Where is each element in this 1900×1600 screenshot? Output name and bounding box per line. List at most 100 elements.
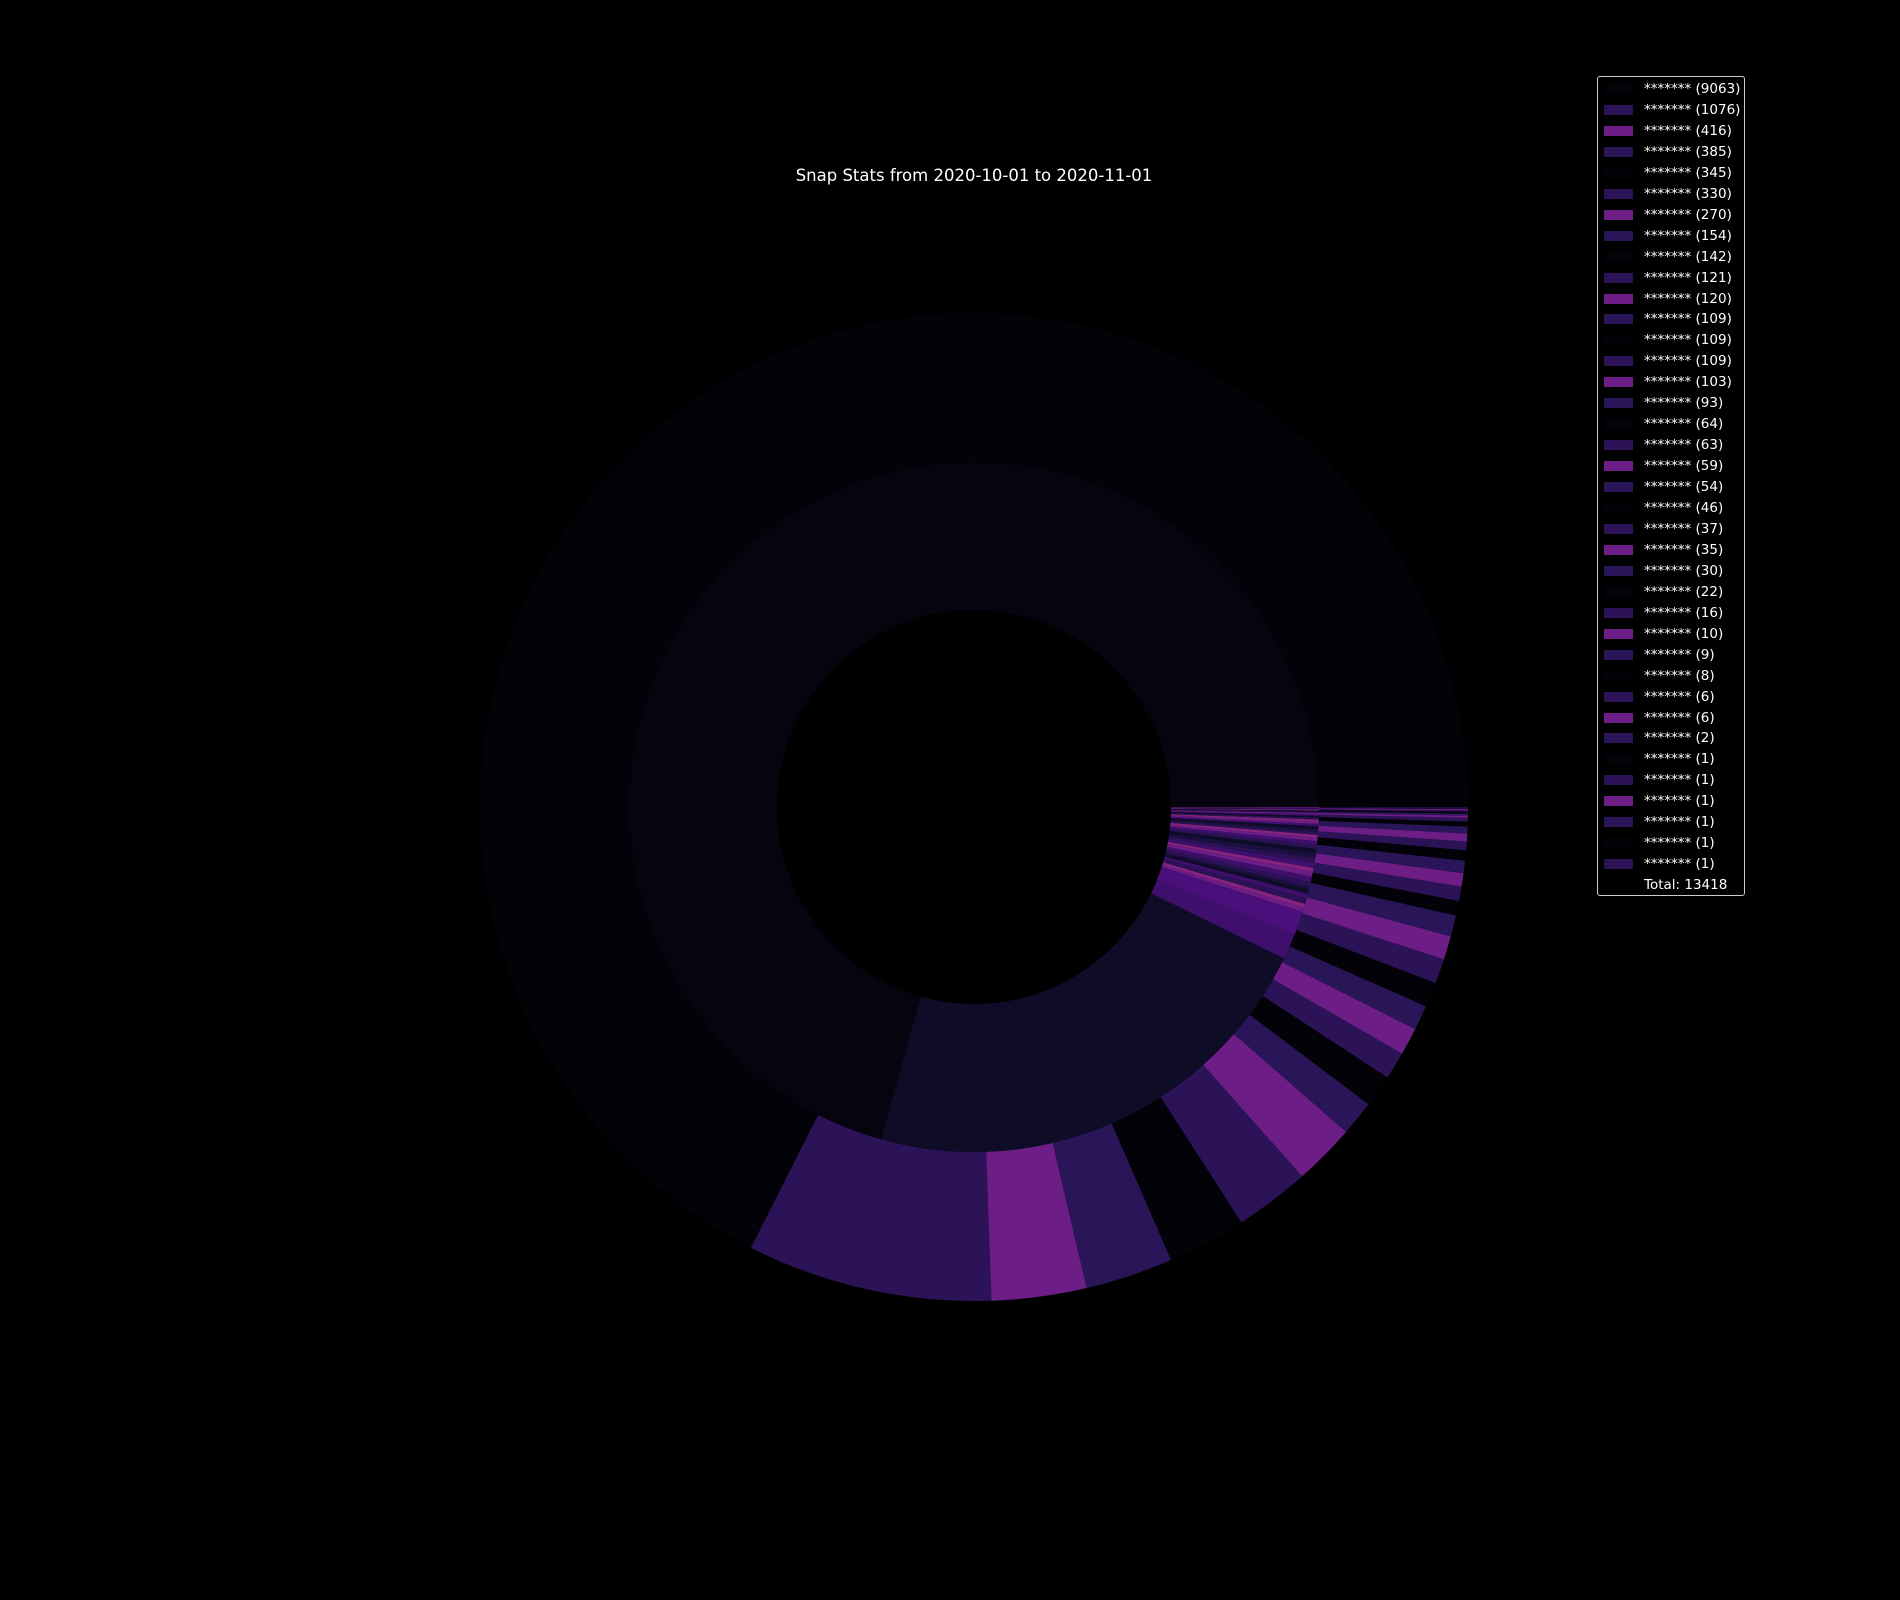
outer-slice-16 [1310,872,1459,916]
legend-item: ******* (54) [1602,478,1742,498]
legend-swatch [1604,775,1633,786]
legend-item: ******* (142) [1602,248,1742,268]
inner-ring [629,462,1319,1152]
legend-swatch [1604,209,1633,220]
inner-slice-30 [1170,811,1319,816]
legend-label: ******* (121) [1644,269,1732,286]
outer-slice-27 [1318,811,1468,816]
legend-label: ******* (59) [1644,458,1724,475]
legend-swatch [1604,167,1633,178]
inner-slice-21 [1170,822,1318,838]
legend-label: ******* (16) [1644,604,1724,621]
legend-item: ******* (10) [1602,625,1742,645]
legend-item: ******* (1) [1602,813,1742,833]
inner-slice-9 [1165,852,1310,890]
outer-slice-0 [479,312,1468,1248]
legend-swatch [1604,503,1633,513]
inner-slice-25 [1170,816,1319,827]
legend-total-label: Total: 13418 [1644,877,1728,894]
legend-item: ******* (22) [1602,583,1742,603]
legend-item: ******* (46) [1602,499,1742,519]
inner-slice-31 [1170,810,1319,815]
legend-swatch [1604,188,1633,199]
inner-slice-27 [1170,814,1319,822]
legend-item: ******* (93) [1602,394,1742,414]
outer-slice-14 [1302,897,1451,960]
legend-item: ******* (2) [1602,729,1742,749]
legend-swatch [1604,146,1633,157]
legend-item: ******* (64) [1602,415,1742,435]
legend-label: ******* (22) [1644,583,1724,600]
legend-label: ******* (10) [1644,625,1724,642]
outer-slice-31 [1318,807,1468,809]
legend-item: ******* (109) [1602,352,1742,372]
legend-swatch [1604,649,1633,660]
legend-item: ******* (6) [1602,688,1742,708]
legend-label: ******* (109) [1644,332,1732,349]
legend-item: ******* (154) [1602,227,1742,247]
outer-slice-19 [1315,844,1466,874]
legend-swatch [1604,293,1633,304]
legend-swatch [1604,733,1633,744]
legend-label: ******* (1) [1644,772,1715,789]
legend-label: ******* (120) [1644,290,1732,307]
legend-label: ******* (1) [1644,835,1715,852]
inner-slice-6 [1163,858,1307,904]
legend-item: ******* (37) [1602,520,1742,540]
outer-slice-23 [1318,820,1468,834]
legend-item: ******* (103) [1602,373,1742,393]
outer-slice-17 [1312,862,1462,902]
outer-slice-28 [1318,810,1468,814]
legend-swatch [1604,398,1633,409]
outer-slice-3 [1052,1123,1172,1288]
outer-slice-8 [1249,995,1388,1105]
legend-label: ******* (37) [1644,520,1724,537]
legend-swatch [1604,838,1633,849]
inner-slice-5 [1162,862,1306,908]
inner-slice-26 [1170,815,1319,825]
outer-slice-29 [1318,809,1468,812]
legend-item: ******* (9) [1602,646,1742,666]
legend-swatch [1604,523,1633,534]
legend-item: ******* (385) [1602,143,1742,163]
legend-item: ******* (30) [1602,562,1742,582]
inner-slice-4 [1161,864,1304,912]
inner-slice-20 [1170,824,1318,842]
legend: ******* (9063) ******* (1076) ******* (416… [1597,76,1745,896]
outer-slice-20 [1316,837,1467,861]
inner-slice-3 [1157,866,1303,935]
legend-swatch [1604,712,1633,723]
legend-item: ******* (416) [1602,122,1742,142]
inner-slice-13 [1167,841,1314,872]
inner-slice-10 [1165,849,1311,887]
outer-slice-22 [1318,825,1468,842]
legend-swatch [1604,859,1633,870]
legend-label: ******* (330) [1644,185,1732,202]
legend-item: ******* (345) [1602,164,1742,184]
legend-label: ******* (154) [1644,227,1732,244]
legend-label: ******* (6) [1644,688,1715,705]
legend-item: ******* (59) [1602,457,1742,477]
legend-label: ******* (54) [1644,479,1724,496]
legend-swatch [1604,565,1633,576]
inner-slice-29 [1170,812,1319,818]
inner-slice-23 [1170,819,1319,832]
outer-slice-24 [1318,817,1468,827]
outer-slice-30 [1318,808,1468,811]
inner-slice-33 [1170,809,1319,812]
outer-slice-32 [1318,807,1468,809]
outer-slice-15 [1306,882,1456,937]
inner-slice-19 [1169,826,1318,845]
inner-slice-22 [1170,821,1319,835]
outer-slice-4 [1111,1097,1242,1260]
inner-slice-34 [1170,808,1319,811]
inner-slice-8 [1164,854,1309,894]
legend-swatch [1604,754,1633,765]
outer-slice-2 [986,1142,1087,1301]
legend-item: ******* (63) [1602,436,1742,456]
legend-swatch [1604,335,1633,346]
legend-swatch [1604,691,1633,702]
legend-item: ******* (6) [1602,709,1742,729]
legend-label: ******* (35) [1644,541,1724,558]
legend-swatch [1604,440,1633,451]
